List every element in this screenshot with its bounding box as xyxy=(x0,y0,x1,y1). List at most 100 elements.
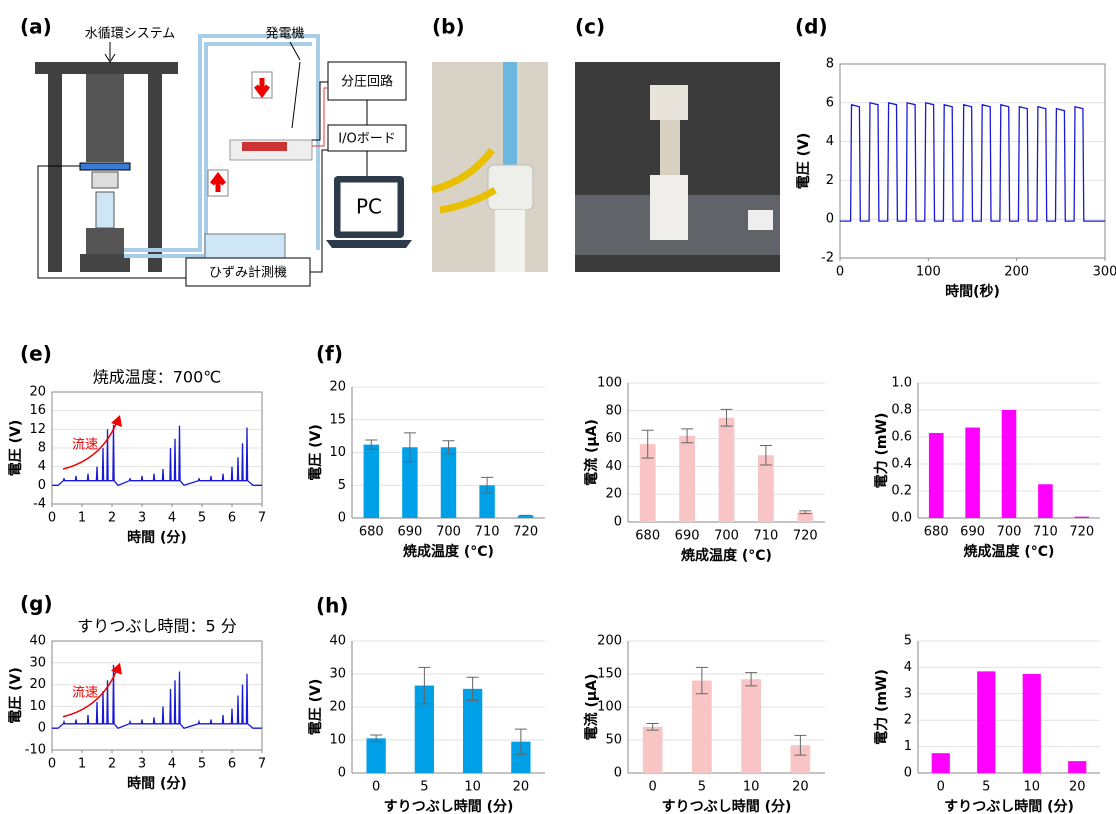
line xyxy=(840,101,1105,222)
line xyxy=(52,424,262,487)
panel-label: (a) xyxy=(20,15,52,39)
x-tick-label: 100 xyxy=(916,265,941,280)
y-tick-label: 4 xyxy=(38,459,46,474)
device xyxy=(487,164,534,211)
x-tick-label: 720 xyxy=(793,529,818,544)
y-tick-label: 4 xyxy=(826,134,834,149)
bar xyxy=(758,455,774,522)
bar xyxy=(462,688,483,773)
bar xyxy=(642,726,663,773)
y-tick-label: 10 xyxy=(29,699,46,714)
annotation: 流速 xyxy=(72,685,98,700)
piston xyxy=(91,171,119,189)
label: PC xyxy=(356,195,382,219)
label: ひずみ計測機 xyxy=(209,265,287,281)
y-tick-label: 50 xyxy=(605,733,622,748)
x-tick-label: 300 xyxy=(1093,265,1116,280)
y-tick-label: 0 xyxy=(38,478,46,493)
y-tick-label: 30 xyxy=(29,655,46,670)
base xyxy=(80,254,130,272)
y-tick-label: -2 xyxy=(821,251,834,266)
error-bar xyxy=(403,432,416,463)
y-tick-label: 2 xyxy=(904,713,912,728)
bar xyxy=(797,512,814,522)
y-tick-label: 0.6 xyxy=(891,430,912,445)
plate xyxy=(79,162,131,171)
x-tick-label: 6 xyxy=(228,757,236,772)
chart-title: すりつぶし時間：5 分 xyxy=(77,617,236,636)
y-tick-label: 100 xyxy=(597,700,622,715)
flow-arrow xyxy=(254,78,270,99)
annotation: 流速 xyxy=(72,438,98,453)
x-tick-label: 690 xyxy=(397,525,422,540)
x-tick-label: 3 xyxy=(138,511,146,526)
y-tick-label: 0.8 xyxy=(891,403,912,418)
panel-label: (b) xyxy=(432,15,465,39)
y-tick-label: 0 xyxy=(904,766,912,781)
y-axis-label: 電圧 (V) xyxy=(7,420,24,477)
x-tick-label: 5 xyxy=(198,757,206,772)
x-tick-label: 7 xyxy=(258,511,266,526)
panel-label: (e) xyxy=(20,342,52,366)
laptop-base xyxy=(326,240,412,248)
y-tick-label: 40 xyxy=(329,634,346,649)
device xyxy=(650,175,688,240)
annotation-arrowhead xyxy=(111,662,122,675)
error-bar xyxy=(370,734,383,743)
press-column xyxy=(148,74,162,272)
photo-b xyxy=(431,62,548,272)
press-column xyxy=(48,74,62,272)
x-tick-label: 20 xyxy=(792,780,809,795)
x-tick-label: 710 xyxy=(1033,525,1058,540)
x-tick-label: 200 xyxy=(1004,265,1029,280)
x-tick-label: 7 xyxy=(258,757,266,772)
y-tick-label: 60 xyxy=(605,431,622,446)
x-tick-label: 680 xyxy=(924,525,949,540)
x-tick-label: 10 xyxy=(464,780,481,795)
plot-frame xyxy=(51,640,263,751)
y-tick-label: 1.0 xyxy=(891,376,912,391)
base xyxy=(86,228,124,254)
chart: 0 20 40 60 80 100 電流 (μA) 焼成温度 (°C) 680 690 700 710… xyxy=(583,376,825,564)
press-ram xyxy=(86,74,124,162)
x-tick-label: 5 xyxy=(420,780,428,795)
y-tick-label: 20 xyxy=(605,487,622,502)
bar xyxy=(440,447,457,518)
bar xyxy=(1022,674,1041,773)
x-tick-label: 5 xyxy=(982,780,990,795)
x-axis-label: 時間 (分) xyxy=(127,775,187,792)
photo-c xyxy=(575,62,780,272)
error-bar xyxy=(720,408,733,427)
generator-core xyxy=(242,142,287,151)
error-bar xyxy=(745,672,758,687)
leader xyxy=(104,42,116,63)
x-tick-label: 6 xyxy=(228,511,236,526)
error-bar xyxy=(799,510,812,515)
water-tube xyxy=(124,34,320,258)
panel-label: (h) xyxy=(316,594,349,618)
bar xyxy=(931,753,950,773)
annotation-arrowhead xyxy=(111,415,122,428)
y-tick-label: 40 xyxy=(29,634,46,649)
x-axis-label: すりつぶし時間 (分) xyxy=(662,798,792,814)
x-tick-label: 700 xyxy=(997,525,1022,540)
y-tick-label: 0 xyxy=(338,511,346,526)
panel-label: (c) xyxy=(575,15,605,39)
x-axis-label: 焼成温度 (°C) xyxy=(964,543,1055,560)
x-axis-label: 焼成温度 (°C) xyxy=(403,543,494,560)
x-tick-label: 0 xyxy=(48,757,56,772)
y-tick-label: 0 xyxy=(614,515,622,530)
y-tick-label: 0.0 xyxy=(891,511,912,526)
y-tick-label: 20 xyxy=(29,385,46,400)
bar xyxy=(639,444,656,522)
y-tick-label: 0 xyxy=(338,766,346,781)
panel-label: (d) xyxy=(795,15,828,39)
label: 分圧回路 xyxy=(341,74,393,90)
x-tick-label: 710 xyxy=(753,529,778,544)
x-tick-label: 690 xyxy=(960,525,985,540)
press-beam xyxy=(35,62,178,74)
chart: 0.0 0.2 0.4 0.6 0.8 1.0 電力 (mW) 焼成温度 (°C) 680 690… xyxy=(873,376,1100,560)
x-tick-label: 20 xyxy=(513,780,530,795)
panel-label: (f) xyxy=(316,342,343,366)
